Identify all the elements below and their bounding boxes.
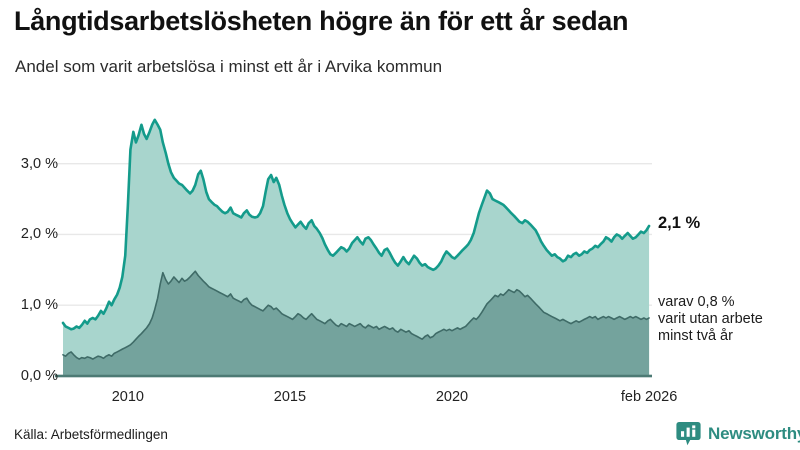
newsworthy-logo: Newsworthy: [676, 421, 800, 447]
y-tick-label: 2,0 %: [20, 226, 58, 243]
y-tick-label: 0,0 %: [20, 368, 58, 384]
annotation-line-3: minst två år: [658, 327, 733, 344]
y-tick-label: 3,0 %: [20, 155, 58, 172]
x-tick-label: feb 2026: [620, 389, 678, 405]
chart-subtitle: Andel som varit arbetslösa i minst ett å…: [15, 57, 443, 76]
secondary-series-annotation: varav 0,8 % varit utan arbete minst två …: [658, 294, 763, 345]
annotation-line-1: varav 0,8 %: [658, 293, 735, 310]
x-tick-label: 2010: [111, 389, 144, 405]
line-total: [61, 118, 651, 331]
y-tick-label: 1,0 %: [20, 297, 58, 314]
area-two-years: [63, 271, 650, 376]
line-two-years: [62, 270, 650, 360]
source-note: Källa: Arbetsförmedlingen: [14, 427, 168, 442]
bar-chart-pin-icon: [676, 422, 701, 446]
x-tick-label: 2020: [435, 389, 469, 405]
x-tick-label: 2015: [273, 389, 307, 405]
annotation-line-2: varit utan arbete: [658, 310, 763, 327]
end-value-annotation: 2,1 %: [658, 213, 701, 232]
logo-wordmark: Newsworthy: [708, 424, 800, 443]
page-title: Långtidsarbetslösheten högre än för ett …: [14, 6, 629, 36]
